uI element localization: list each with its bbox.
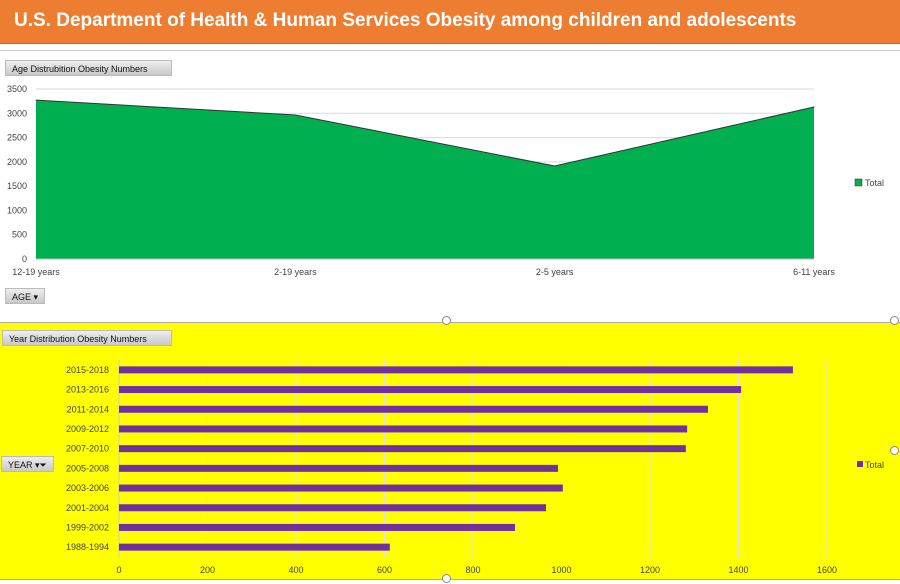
y-tick-label: 500	[12, 230, 27, 240]
legend-swatch	[857, 461, 863, 467]
age-axis-filter-button[interactable]: AGE ▾	[5, 288, 46, 304]
resize-handle[interactable]	[442, 574, 451, 583]
bar	[119, 405, 708, 413]
year-field-button[interactable]: Year Distribution Obesity Numbers	[2, 330, 172, 346]
x-tick-label: 800	[465, 565, 480, 575]
bar	[119, 523, 516, 531]
x-tick-label: 6-11 years	[793, 267, 835, 277]
bar	[119, 445, 686, 453]
x-tick-label: 1600	[817, 565, 837, 575]
bar	[119, 425, 688, 433]
bar	[119, 366, 793, 374]
bar	[119, 464, 558, 472]
x-tick-label: 12-19 years	[12, 267, 60, 277]
x-tick-label: 1200	[640, 565, 660, 575]
y-tick-label: 2001-2004	[66, 503, 109, 513]
y-tick-label: 2003-2006	[66, 483, 109, 493]
resize-handle[interactable]	[890, 446, 899, 455]
y-tick-label: 3500	[7, 84, 27, 94]
y-tick-label: 2007-2010	[66, 444, 109, 454]
resize-handle[interactable]	[442, 316, 451, 325]
data-point	[294, 114, 296, 116]
legend-label: Total	[865, 178, 884, 188]
y-tick-label: 2009-2012	[66, 424, 109, 434]
resize-handle[interactable]	[890, 316, 899, 325]
y-tick-label: 1000	[7, 205, 27, 215]
x-tick-label: 2-5 years	[536, 267, 574, 277]
y-tick-label: 2015-2018	[66, 365, 109, 375]
y-tick-label: 1500	[7, 181, 27, 191]
filter-icon: ▾⏷	[35, 460, 47, 470]
area-outline	[35, 99, 815, 167]
bar	[119, 504, 547, 512]
x-tick-label: 0	[116, 565, 121, 575]
year-bar-chart: 0 200 400 600 800 1000 1200 1400 1600 2015-2018 20…	[66, 360, 884, 575]
data-point	[554, 165, 556, 167]
data-point	[35, 99, 37, 101]
y-tick-label: 1999-2002	[66, 522, 109, 532]
year-chart-panel[interactable]: Year Distribution Obesity Numbers YEAR ▾…	[0, 322, 900, 580]
y-tick-label: 2000	[7, 157, 27, 167]
y-tick-label: 1988-1994	[66, 542, 109, 552]
data-point	[813, 106, 815, 108]
age-field-button[interactable]: Age Distrubition Obesity Numbers	[5, 60, 172, 76]
year-axis-label: YEAR	[8, 460, 33, 470]
legend-label: Total	[865, 460, 884, 470]
x-tick-label: 2-19 years	[274, 267, 317, 277]
y-tick-label: 2011-2014	[67, 404, 109, 414]
x-tick-label: 1400	[728, 565, 748, 575]
age-axis-label: AGE	[12, 292, 32, 302]
age-area-chart: 0 500 1000 1500 2000 2500 3000 3500 12-19 years 2…	[7, 84, 884, 277]
legend-swatch	[854, 178, 863, 187]
y-tick-label: 0	[22, 254, 27, 264]
x-tick-label: 400	[288, 565, 303, 575]
x-tick-label: 600	[377, 565, 392, 575]
bar	[119, 484, 563, 492]
y-tick-label: 3000	[7, 108, 27, 118]
y-tick-label: 2500	[7, 133, 27, 143]
area-series-total	[36, 100, 814, 259]
bar	[119, 386, 742, 394]
y-tick-label: 2013-2016	[66, 385, 109, 395]
dropdown-arrow-icon: ▾	[33, 292, 39, 302]
x-tick-label: 200	[200, 565, 215, 575]
x-tick-label: 1000	[551, 565, 571, 575]
year-axis-filter-button[interactable]: YEAR ▾⏷	[1, 456, 54, 472]
age-chart-panel[interactable]: Age Distrubition Obesity Numbers AGE ▾ 0…	[0, 50, 900, 316]
y-tick-label: 2005-2008	[66, 463, 109, 473]
page-title: U.S. Department of Health & Human Servic…	[0, 0, 900, 44]
bar	[119, 543, 390, 551]
